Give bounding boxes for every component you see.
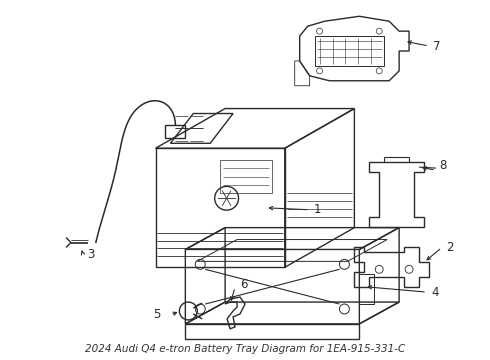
Text: 4: 4 xyxy=(431,285,439,299)
Text: 8: 8 xyxy=(439,159,446,172)
Text: 2: 2 xyxy=(446,241,453,254)
Text: 1: 1 xyxy=(314,203,321,216)
Text: 7: 7 xyxy=(433,40,441,53)
Text: 3: 3 xyxy=(87,248,94,261)
Text: 6: 6 xyxy=(240,278,247,291)
Text: 5: 5 xyxy=(153,309,161,321)
Text: 2024 Audi Q4 e-tron Battery Tray Diagram for 1EA-915-331-C: 2024 Audi Q4 e-tron Battery Tray Diagram… xyxy=(85,344,405,354)
